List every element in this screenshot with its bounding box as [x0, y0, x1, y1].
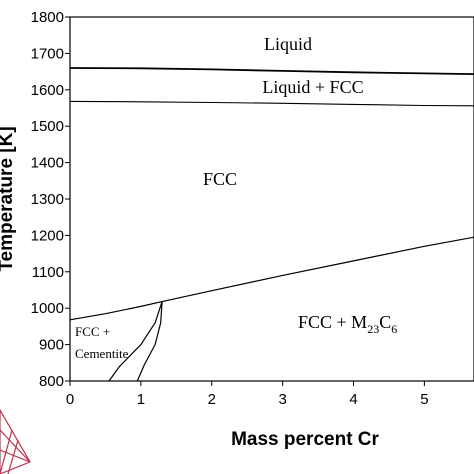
x-axis-title: Mass percent Cr	[231, 429, 379, 450]
label-fcc: FCC	[203, 169, 237, 189]
x-tick-label-1: 1	[137, 391, 145, 408]
label-fcc-cementite-line2: Cementite	[75, 346, 129, 361]
phase-boundary-0	[69, 67, 474, 75]
label-fcc-m23c6-sub1: 23	[367, 322, 379, 336]
y-tick-label-7: 1500	[31, 118, 64, 135]
phase-boundary-3	[108, 301, 163, 382]
label-fcc-m23c6: FCC + M23C6	[298, 312, 397, 336]
y-tick-label-5: 1300	[31, 191, 64, 208]
label-fcc-m23c6-sub2: 6	[391, 322, 397, 336]
x-tick-label-5: 5	[420, 391, 428, 408]
axis-ticks	[65, 16, 425, 386]
y-tick-label-2: 1000	[31, 300, 64, 317]
y-tick-label-6: 1400	[31, 155, 64, 172]
x-tick-label-0: 0	[66, 391, 74, 408]
axis-tick-labels: 800 900 1000 1100 1200 1300 1400 1500 1600 1700 18…	[31, 9, 429, 408]
plot-frame	[69, 16, 474, 382]
label-liquid-fcc: Liquid + FCC	[262, 77, 363, 97]
label-liquid: Liquid	[264, 34, 312, 54]
y-tick-label-8: 1600	[31, 82, 64, 99]
y-axis-title: Temperature [K]	[0, 126, 17, 271]
logo-icon	[0, 408, 31, 474]
label-fcc-cementite-line1: FCC +	[75, 324, 110, 339]
y-tick-label-0: 800	[39, 373, 64, 390]
phase-boundary-curves	[69, 67, 474, 382]
phase-boundary-2	[69, 236, 474, 321]
y-tick-label-10: 1800	[31, 9, 64, 26]
x-tick-label-3: 3	[278, 391, 286, 408]
y-tick-label-3: 1100	[32, 264, 64, 281]
y-tick-label-9: 1700	[31, 45, 64, 62]
y-tick-label-4: 1200	[31, 227, 64, 244]
phase-boundary-1	[69, 100, 474, 107]
label-fcc-m23c6-main: FCC + M	[298, 312, 367, 332]
x-tick-label-4: 4	[349, 391, 357, 408]
phase-boundary-4	[136, 301, 163, 382]
x-tick-label-2: 2	[208, 391, 216, 408]
y-tick-label-1: 900	[39, 337, 64, 354]
label-fcc-m23c6-c: C	[379, 312, 391, 332]
